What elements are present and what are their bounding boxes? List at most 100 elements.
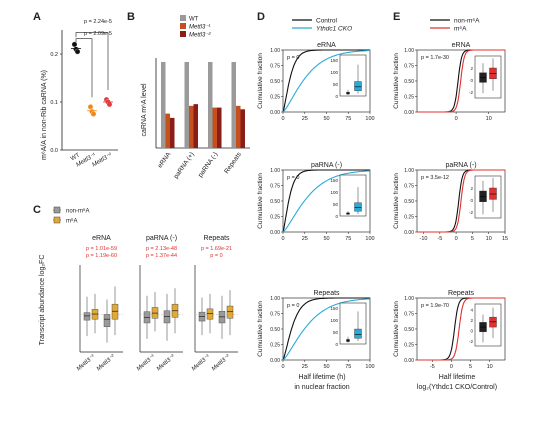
panel-e-ytick-label: 0.75 bbox=[404, 184, 414, 190]
panel-e-ytick-label: 0.25 bbox=[404, 215, 414, 221]
panel-e-ytick-label: 0.00 bbox=[404, 230, 414, 236]
panel-d-pval: p = 0 bbox=[287, 175, 299, 181]
panel-a-point bbox=[90, 111, 97, 117]
panel-b-bar bbox=[165, 113, 170, 148]
panel-d-ytick-label: 1.00 bbox=[270, 168, 280, 174]
panel-e-xlabel: Half lifetime bbox=[439, 374, 476, 381]
panel-e-inset-frame bbox=[474, 175, 502, 219]
panel-d-subplot-title: eRNA bbox=[317, 42, 336, 49]
panel-c-group-title: Repeats bbox=[203, 235, 230, 242]
panel-d-inset-ytick-label: 150 bbox=[330, 178, 338, 183]
panel-e-subplot-title: paRNA (-) bbox=[445, 162, 476, 169]
panel-d-xtick-label: 0 bbox=[281, 364, 284, 370]
panel-e-xtick-label: -10 bbox=[420, 236, 428, 242]
panel-d-control-curve bbox=[282, 297, 370, 361]
panel-d-cko-curve bbox=[282, 298, 371, 361]
panel-b-bar bbox=[184, 62, 189, 148]
panel-e-ytick-label: 0.75 bbox=[404, 64, 414, 70]
panel-e-ytick-label: 0.50 bbox=[404, 327, 414, 333]
panel-d-ytick-label: 0.25 bbox=[270, 215, 280, 221]
panel-c-pval: p = 1.19e-60 bbox=[86, 253, 117, 259]
panel-a-bracket-2 bbox=[75, 38, 93, 98]
panel-d: Half lifetime (h) in nuclear fraction Co… bbox=[257, 18, 375, 392]
panel-b-xtick-label: paRNA (-) bbox=[197, 151, 219, 179]
panel-c-group-title: eRNA bbox=[92, 235, 111, 242]
panel-c-group-title: paRNA (-) bbox=[146, 235, 177, 242]
panel-d-ytick-label: 0.00 bbox=[270, 358, 280, 364]
panel-c-plot-area: non-m⁶A m⁶A eRNA p = 1.01e-59p = 1.19e-60 Me… bbox=[53, 206, 238, 372]
panel-c-xtick-label: Mettl3⁻¹ bbox=[76, 354, 96, 372]
panel-e-inset-ytick-label: 0 bbox=[470, 328, 473, 333]
panel-d-ytick-label: 0.50 bbox=[270, 79, 280, 85]
panel-e-xtick-label: 5 bbox=[471, 236, 474, 242]
panel-d-ytick-label: 1.00 bbox=[270, 48, 280, 54]
panel-c-xtick-label: Mettl3⁻¹ bbox=[191, 354, 211, 372]
panel-d-ytick-label: 0.50 bbox=[270, 199, 280, 205]
panel-e-xtick-label: -5 bbox=[430, 364, 435, 370]
panel-c: Transcript abundance log₂FC non-m⁶A m⁶A eR… bbox=[39, 206, 238, 372]
panel-d-subplot-title: paRNA (-) bbox=[311, 162, 342, 169]
panel-b-legend-label: Mettl3⁻² bbox=[189, 33, 212, 39]
panel-e-m6a-curve bbox=[417, 297, 505, 361]
panel-a-point bbox=[87, 104, 94, 110]
panel-d-xtick-label: 25 bbox=[302, 116, 308, 122]
panel-c-pval: p = 1.01e-59 bbox=[86, 246, 117, 252]
panel-b-bar bbox=[208, 62, 213, 148]
panel-a-ytick-label: 0.0 bbox=[50, 148, 58, 154]
panel-d-inset-ytick-label: 50 bbox=[333, 202, 339, 207]
panel-c-box bbox=[163, 310, 171, 324]
panel-e-xtick-label: 0 bbox=[455, 116, 458, 122]
panel-d-xlabel-2: in nuclear fraction bbox=[294, 384, 349, 391]
panel-c-xtick-label: Mettl3⁻² bbox=[156, 353, 177, 372]
panel-b-legend-label: WT bbox=[189, 17, 199, 23]
panel-d-pval: p = 0 bbox=[287, 55, 299, 61]
panel-b-bar bbox=[240, 109, 245, 148]
panel-c-xtick-label: Mettl3⁻¹ bbox=[136, 354, 156, 372]
panel-e-ytick-label: 1.00 bbox=[404, 48, 414, 54]
panel-e-ytick-label: 0.00 bbox=[404, 110, 414, 116]
panel-d-control-curve bbox=[282, 169, 370, 233]
panel-e-ytick-label: 0.25 bbox=[404, 95, 414, 101]
panel-e-inset-ytick-label: -2 bbox=[469, 210, 473, 215]
panel-d-inset-ytick-label: 150 bbox=[330, 306, 338, 311]
panel-c-box bbox=[103, 314, 111, 327]
panel-d-inset-ytick-label: 100 bbox=[330, 190, 338, 195]
panel-d-ytick-label: 0.75 bbox=[270, 64, 280, 70]
panel-d-inset-box bbox=[354, 328, 362, 339]
panel-d-ytick-label: 0.00 bbox=[270, 110, 280, 116]
panel-d-inset-box bbox=[354, 81, 362, 91]
panel-e-legend-label: non-m⁶A bbox=[454, 18, 480, 25]
panel-d-ylabel: Cumulative fraction bbox=[257, 173, 264, 229]
panel-c-pval: p = 2.13e-48 bbox=[146, 246, 177, 252]
panel-e-ytick-label: 0.50 bbox=[404, 79, 414, 85]
panel-b-ylabel: caRNA m⁶A level bbox=[141, 83, 148, 137]
panel-e-ytick-label: 0.25 bbox=[404, 343, 414, 349]
panel-d-inset-frame bbox=[339, 302, 367, 345]
panel-d-xtick-label: 100 bbox=[365, 116, 374, 122]
panel-e-xtick-label: 15 bbox=[502, 236, 508, 242]
panel-b-xtick-label: Repeats bbox=[223, 151, 243, 175]
panel-letter-b: B bbox=[127, 11, 135, 23]
panel-d-ytick-label: 1.00 bbox=[270, 296, 280, 302]
panel-c-box bbox=[206, 308, 214, 320]
panel-e-xtick-label: 0 bbox=[455, 236, 458, 242]
panel-e-subplot-title: eRNA bbox=[452, 42, 471, 49]
panel-letter-e: E bbox=[393, 11, 400, 23]
panel-b-legend-label: Mettl3⁻¹ bbox=[189, 25, 211, 31]
panel-d-legend-label: Ythdc1 CKO bbox=[316, 26, 352, 33]
panel-d-xtick-label: 25 bbox=[302, 364, 308, 370]
panel-c-legend-label: non-m⁶A bbox=[66, 208, 89, 215]
panel-b-bar bbox=[193, 104, 198, 148]
panel-d-ylabel: Cumulative fraction bbox=[257, 301, 264, 357]
panel-d-cko-curve bbox=[282, 50, 370, 113]
panel-e-inset-ytick-label: 0 bbox=[470, 198, 473, 203]
panel-d-inset-frame bbox=[339, 54, 367, 97]
panel-e-ytick-label: 0.75 bbox=[404, 312, 414, 318]
panel-d-xtick-label: 25 bbox=[302, 236, 308, 242]
panel-e-ytick-label: 1.00 bbox=[404, 168, 414, 174]
panel-a: m⁶A/A in non-Rib caRNA (%) p = 2.24e-5 p… bbox=[41, 19, 118, 168]
panel-d-ylabel: Cumulative fraction bbox=[257, 53, 264, 109]
panel-a-pval-2: p = 2.09e-5 bbox=[84, 31, 112, 37]
